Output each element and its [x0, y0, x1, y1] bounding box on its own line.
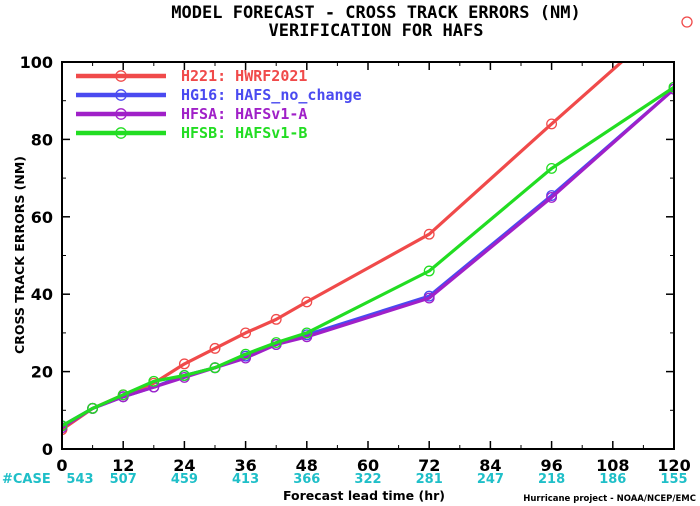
data-point [178, 370, 190, 381]
legend-marker [115, 70, 127, 82]
data-point [209, 362, 221, 374]
offscale-marker [681, 16, 693, 28]
case-count: 281 [416, 472, 443, 487]
data-point [301, 327, 313, 339]
data-point [423, 228, 435, 240]
legend-marker [115, 89, 127, 101]
series-line [62, 85, 674, 428]
legend-marker [115, 108, 127, 120]
x-tick-label: 108 [596, 456, 629, 475]
plot-frame [61, 61, 675, 450]
case-count: 186 [599, 472, 626, 487]
x-tick-label: 0 [56, 456, 67, 475]
data-point [148, 375, 160, 387]
x-tick-label: 24 [173, 456, 195, 475]
legend-label: HG16: HAFS_no_change [181, 86, 362, 104]
case-count: 247 [477, 472, 504, 487]
x-tick-label: 84 [479, 456, 501, 475]
data-point [240, 327, 252, 339]
case-count: 413 [232, 472, 259, 487]
data-point [270, 337, 282, 349]
legend-label: HFSA: HAFSv1-A [181, 105, 307, 123]
case-count: 366 [293, 472, 320, 487]
legend-marker [115, 127, 127, 139]
data-point [301, 296, 313, 308]
y-tick-label: 40 [31, 285, 53, 304]
x-tick-label: 120 [657, 456, 690, 475]
legend-label: HFSB: HAFSv1-B [181, 124, 307, 142]
x-tick-label: 72 [418, 456, 440, 475]
data-point [546, 118, 558, 130]
y-tick-label: 100 [20, 53, 53, 72]
x-tick-label: 48 [296, 456, 318, 475]
x-tick-label: 12 [112, 456, 134, 475]
chart-subtitle: VERIFICATION FOR HAFS [269, 21, 484, 41]
legend-label: H221: HWRF2021 [181, 67, 307, 85]
data-point [117, 389, 129, 401]
data-point [423, 265, 435, 277]
x-tick-label: 36 [234, 456, 256, 475]
data-point [270, 313, 282, 325]
credit-text: Hurricane project - NOAA/NCEP/EMC [523, 494, 696, 504]
case-count: 459 [171, 472, 198, 487]
y-tick-label: 60 [31, 208, 53, 227]
data-point [546, 191, 558, 203]
data-point [209, 342, 221, 354]
data-point [668, 81, 674, 93]
data-point [240, 348, 252, 360]
case-count-label: #CASE [2, 472, 51, 487]
y-tick-label: 0 [42, 440, 53, 459]
y-tick-label: 20 [31, 363, 53, 382]
data-point [669, 11, 679, 21]
x-tick-label: 60 [357, 456, 379, 475]
data-point [423, 292, 435, 304]
x-tick-label: 96 [540, 456, 562, 475]
data-point [546, 162, 558, 174]
case-count: 543 [66, 472, 93, 487]
chart-title: MODEL FORECAST - CROSS TRACK ERRORS (NM) [171, 3, 580, 23]
y-axis-label: CROSS TRACK ERRORS (NM) [12, 156, 27, 354]
plot-area [62, 11, 679, 436]
x-axis-label: Forecast lead time (hr) [283, 488, 445, 503]
case-count: 155 [660, 472, 687, 487]
case-count: 322 [354, 472, 381, 487]
data-point [87, 402, 99, 414]
case-count: 218 [538, 472, 565, 487]
y-tick-label: 80 [31, 130, 53, 149]
data-point [178, 358, 190, 370]
series-line [62, 87, 674, 428]
case-count: 507 [110, 472, 137, 487]
